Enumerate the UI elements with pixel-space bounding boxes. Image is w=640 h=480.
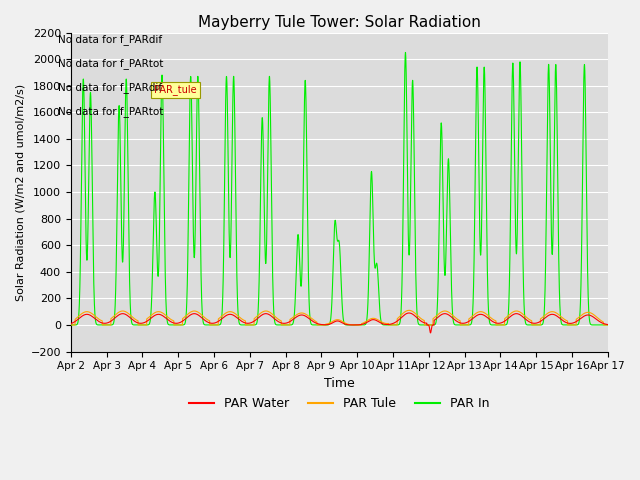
Title: Mayberry Tule Tower: Solar Radiation: Mayberry Tule Tower: Solar Radiation: [198, 15, 481, 30]
Text: No data for f_PARdif: No data for f_PARdif: [58, 82, 162, 93]
X-axis label: Time: Time: [324, 377, 355, 390]
Text: No data for f_PARdif: No data for f_PARdif: [58, 34, 162, 45]
Legend: PAR Water, PAR Tule, PAR In: PAR Water, PAR Tule, PAR In: [184, 393, 494, 416]
Text: No data for f_PARtot: No data for f_PARtot: [58, 106, 163, 117]
Y-axis label: Solar Radiation (W/m2 and umol/m2/s): Solar Radiation (W/m2 and umol/m2/s): [15, 84, 25, 300]
Text: PAR_tule: PAR_tule: [154, 84, 196, 96]
Text: No data for f_PARtot: No data for f_PARtot: [58, 58, 163, 69]
